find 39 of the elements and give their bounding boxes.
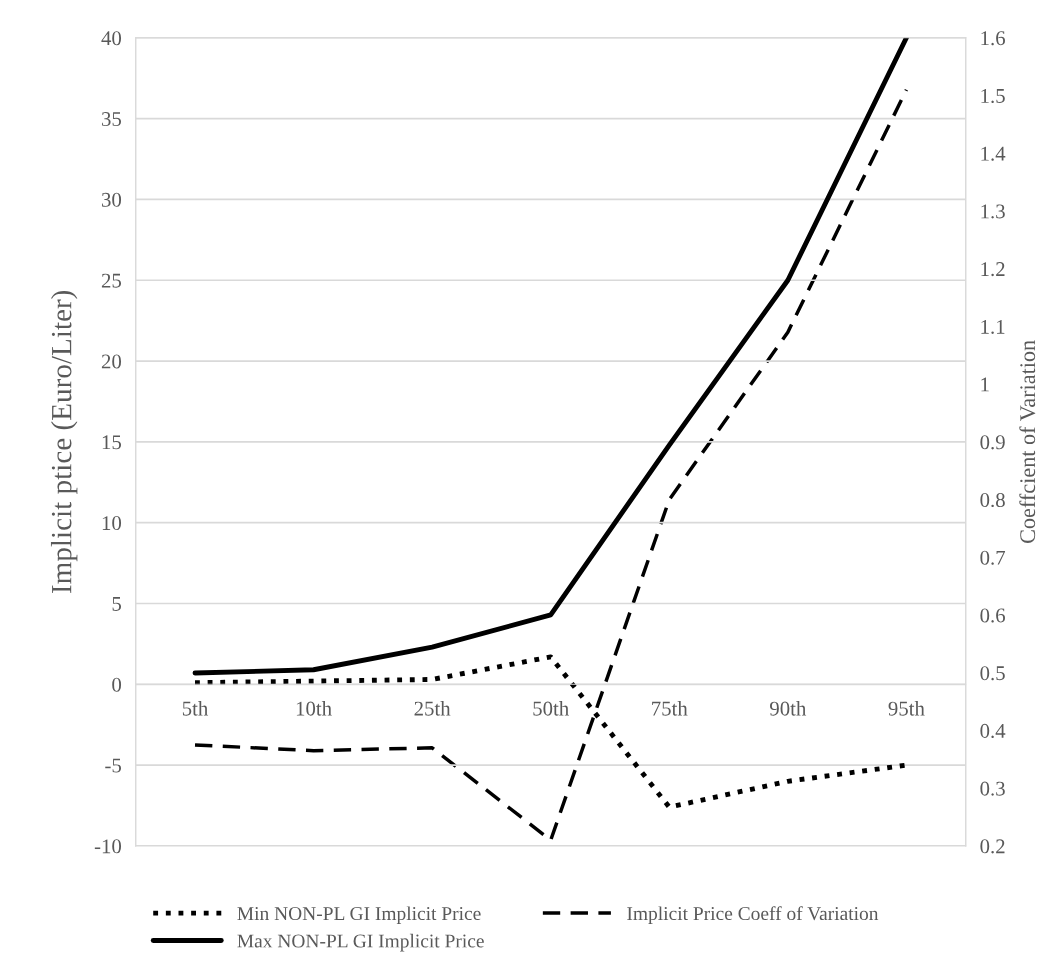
y-tick-label: -10 — [94, 839, 122, 854]
y2-tick-label: 0.3 — [980, 781, 1005, 796]
y2-axis-title: Coeffcient of Variation — [1019, 340, 1036, 543]
y-tick-label: 0 — [112, 677, 122, 692]
x-tick-label: 90th — [770, 700, 807, 716]
y2-tick-label: 1.3 — [981, 204, 1005, 219]
y2-tick-label: 1.6 — [981, 31, 1006, 46]
y2-tick-label: 0.4 — [980, 723, 1006, 739]
y-tick-label: 25 — [101, 273, 122, 288]
line-series — [192, 37, 909, 676]
y2-tick-label: 0.8 — [980, 492, 1005, 508]
legend-label: Max NON-PL GI Implicit Price — [237, 933, 484, 952]
y2-tick-label: 0.7 — [980, 550, 1006, 565]
x-tick-label: 10th — [296, 700, 332, 716]
x-tick-label: 25th — [414, 700, 451, 716]
x-tick-label: 5th — [182, 700, 209, 716]
y2-tick-label: 1.2 — [981, 262, 1005, 277]
legend-label: Implicit Price Coeff of Variation — [627, 906, 879, 925]
y-tick-label: 35 — [101, 112, 122, 127]
y2-tick-label: 0.9 — [980, 435, 1005, 450]
x-tick-label: 50th — [533, 700, 569, 716]
y-tick-label: 40 — [101, 31, 122, 46]
y2-tick-label: 0.6 — [980, 608, 1006, 623]
y2-tick-label: 1.5 — [981, 88, 1005, 104]
y2-tick-label: 0.2 — [980, 839, 1005, 854]
y-tick-label: -5 — [105, 758, 122, 773]
y-axis-title: Implicit ptice (Euro/Liter) — [50, 290, 78, 594]
y2-tick-label: 1.4 — [981, 146, 1006, 161]
y-tick-label: 5 — [112, 597, 122, 611]
y2-tick-label: 1 — [981, 377, 989, 392]
y-tick-label: 20 — [101, 354, 122, 369]
y2-tick-label: 0.5 — [980, 666, 1005, 681]
x-tick-label: 75th — [652, 700, 688, 716]
y-tick-label: 30 — [101, 192, 122, 207]
y-tick-label: 10 — [102, 516, 122, 531]
y-tick-label: 15 — [102, 435, 122, 450]
x-tick-label: 95th — [888, 700, 925, 716]
y2-tick-label: 1.1 — [981, 319, 1005, 334]
legend-label: Min NON-PL GI Implicit Price — [237, 906, 481, 925]
